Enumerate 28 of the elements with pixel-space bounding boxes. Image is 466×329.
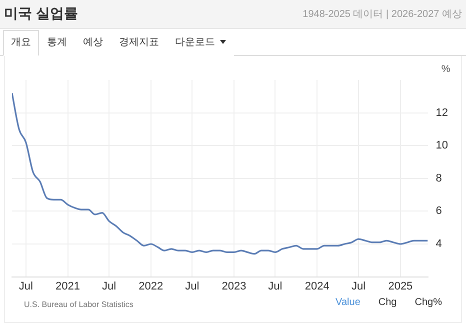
x-tick-label: 2024	[304, 280, 330, 292]
y-tick-label: 6	[436, 205, 442, 218]
text: Chg%	[414, 297, 442, 308]
x-tick-label: Jul	[18, 280, 33, 292]
y-tick-label: 4	[436, 238, 442, 250]
x-tick-label: Jul	[352, 280, 366, 292]
x-tick-label: 2025	[388, 280, 413, 292]
x-tick-label: 2023	[222, 280, 246, 292]
y-axis-title: %	[441, 64, 450, 75]
chart-title: 미국 실업률	[4, 5, 78, 23]
chart-subtitle: 1948-2025 데이터 | 2026-2027 예상	[302, 8, 462, 21]
text: 통계	[39, 30, 75, 56]
y-tick-label: 12	[436, 106, 448, 119]
text: 경제지표	[111, 30, 167, 56]
x-tick-label: Jul	[268, 280, 282, 292]
x-tick-label: Jul	[102, 280, 116, 292]
x-tick-label: Jul	[185, 280, 200, 292]
text: U.S. Bureau of Labor Statistics	[24, 300, 134, 309]
text: 예상	[75, 30, 111, 56]
x-tick-label: 2021	[56, 280, 80, 292]
x-tick-label: 2022	[138, 280, 164, 292]
text: Value	[336, 297, 360, 308]
text: 개요	[3, 30, 39, 56]
text: Chg	[378, 297, 397, 308]
y-tick-label: 8	[436, 172, 442, 184]
text: 다운로드	[167, 30, 234, 56]
y-tick-label: 10	[436, 140, 448, 152]
line-series	[12, 92, 428, 255]
